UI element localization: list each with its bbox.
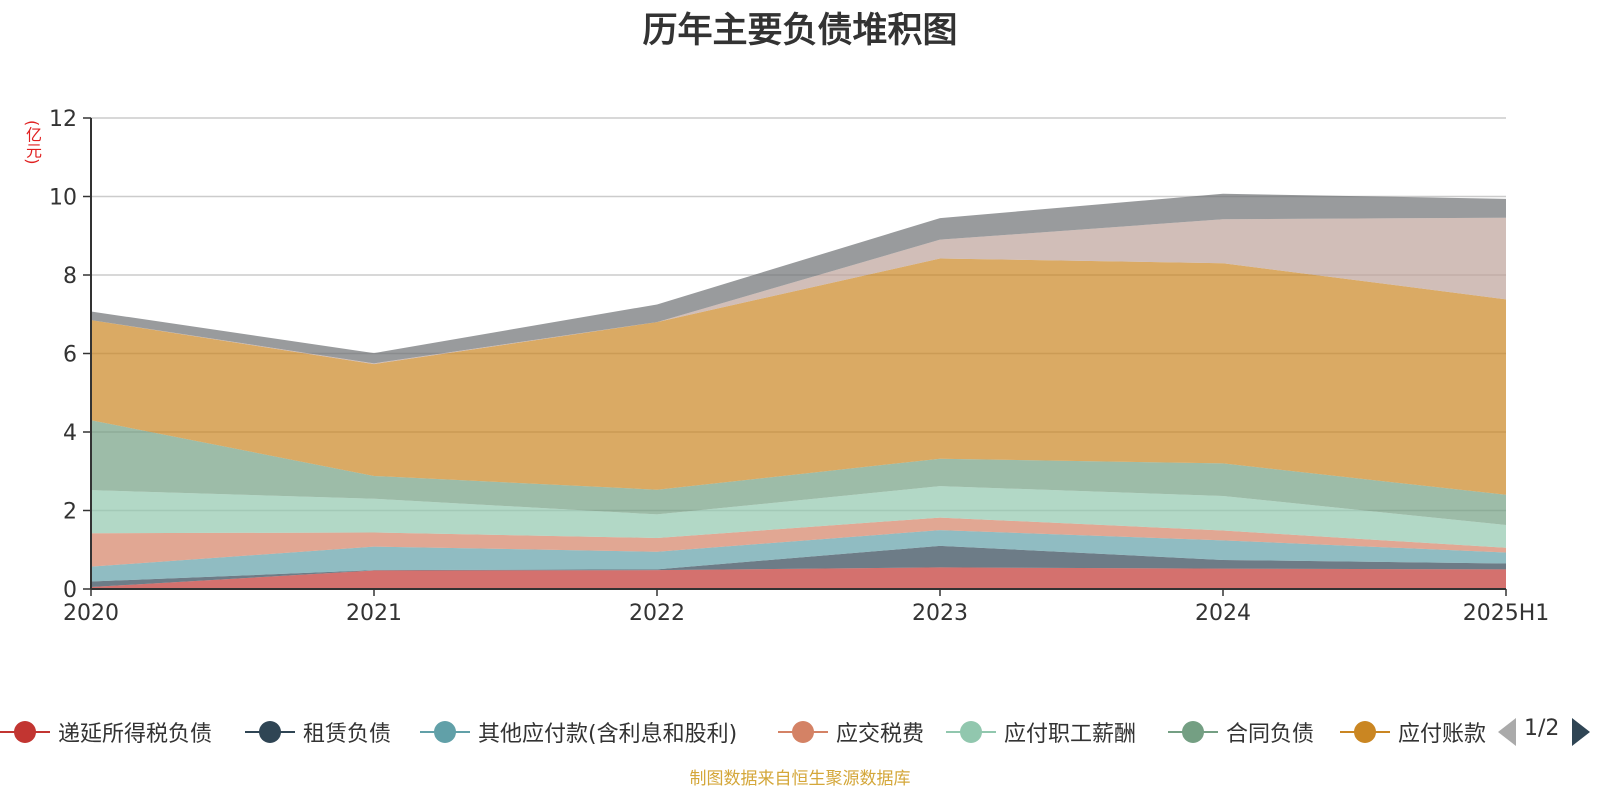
y-tick-label: 12	[49, 107, 77, 132]
area-series-应付账款	[91, 258, 1506, 495]
data-source-note: 制图数据来自恒生聚源数据库	[689, 769, 911, 789]
legend-marker-icon	[420, 720, 470, 744]
axes: 0 2 4 6 8 10 12 2020 2021 2022 2023 2024 2025H1	[49, 107, 1549, 626]
legend-marker-icon	[1340, 720, 1390, 744]
legend-label: 递延所得税负债	[58, 722, 213, 747]
x-tick-label: 2022	[629, 601, 685, 626]
legend-prev-page-button[interactable]	[1498, 718, 1516, 746]
legend-label: 应付账款	[1398, 722, 1487, 747]
legend-pager: 1/2	[1490, 712, 1600, 752]
legend-marker-icon	[778, 720, 828, 744]
area-series-应付票据	[91, 217, 1506, 365]
x-tick-label: 2023	[912, 601, 968, 626]
legend: 递延所得税负债 租赁负债 其他应付款(含利息和股利) 应交税费 应付职工薪酬 合同负债 应付…	[0, 712, 1490, 752]
legend-item[interactable]: 应付职工薪酬	[946, 712, 1136, 752]
area-series-应付职工薪酬	[91, 486, 1506, 548]
legend-item[interactable]: 合同负债	[1168, 712, 1314, 752]
y-tick-label: 0	[63, 578, 77, 603]
legend-label: 合同负债	[1226, 722, 1315, 747]
area-series-租赁负债	[91, 545, 1506, 588]
legend-marker-icon	[245, 720, 295, 744]
x-tick-label: 2024	[1195, 601, 1251, 626]
legend-marker-icon	[946, 720, 996, 744]
area-series-其他	[91, 193, 1506, 364]
y-tick-label: 4	[63, 421, 77, 446]
area-series-合同负债	[91, 420, 1506, 526]
legend-label: 其他应付款(含利息和股利)	[478, 722, 738, 747]
legend-page-indicator: 1/2	[1524, 716, 1560, 741]
y-tick-label: 6	[63, 343, 77, 368]
legend-item[interactable]: 应交税费	[778, 712, 924, 752]
y-tick-label: 10	[49, 186, 77, 211]
area-series-其他应付款(含利息和股利)	[91, 530, 1506, 582]
x-tick-label: 2021	[346, 601, 402, 626]
y-tick-label: 8	[63, 264, 77, 289]
y-axis-unit-label: (亿元)	[23, 120, 42, 165]
legend-item[interactable]: 递延所得税负债	[0, 712, 212, 752]
chart-title: 历年主要负债堆积图	[642, 11, 958, 51]
legend-label: 租赁负债	[303, 722, 392, 747]
y-tick-label: 2	[63, 500, 77, 525]
legend-marker-icon	[1168, 720, 1218, 744]
legend-item[interactable]: 其他应付款(含利息和股利)	[420, 712, 737, 752]
area-series	[91, 193, 1506, 589]
legend-label: 应交税费	[836, 722, 925, 747]
area-series-递延所得税负债	[91, 567, 1506, 589]
legend-item[interactable]: 租赁负债	[245, 712, 391, 752]
legend-label: 应付职工薪酬	[1004, 722, 1137, 747]
legend-marker-icon	[0, 720, 50, 744]
legend-item[interactable]: 应付账款	[1340, 712, 1486, 752]
x-tick-label: 2020	[63, 601, 119, 626]
legend-next-page-button[interactable]	[1572, 718, 1590, 746]
area-series-应交税费	[91, 517, 1506, 567]
x-tick-label: 2025H1	[1463, 601, 1550, 626]
